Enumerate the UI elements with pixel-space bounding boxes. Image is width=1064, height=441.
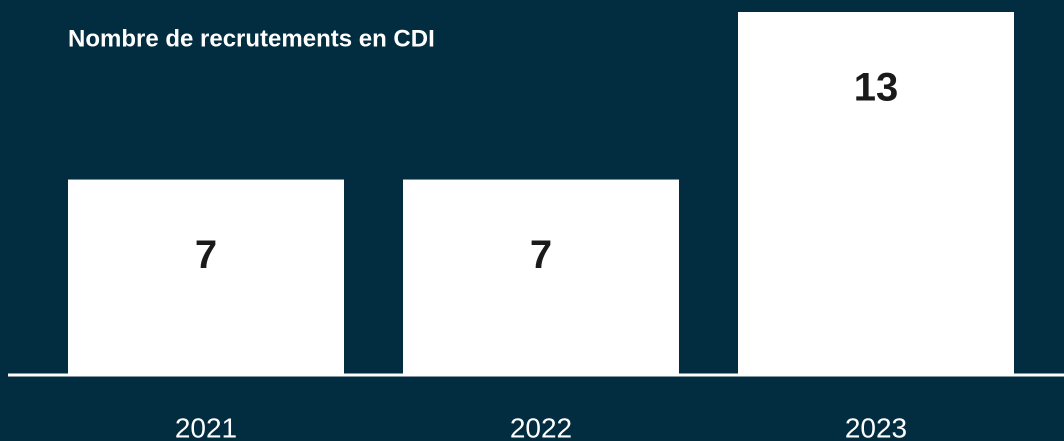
x-tick-label: 2023	[845, 412, 907, 441]
chart-title: Nombre de recrutements en CDI	[68, 25, 435, 52]
value-label: 7	[195, 233, 217, 277]
bar	[68, 179, 344, 375]
value-label: 7	[530, 233, 552, 277]
bar	[403, 179, 679, 375]
bar	[738, 12, 1014, 375]
x-tick-label: 2021	[175, 412, 237, 441]
value-label: 13	[854, 66, 899, 110]
x-tick-label: 2022	[510, 412, 572, 441]
